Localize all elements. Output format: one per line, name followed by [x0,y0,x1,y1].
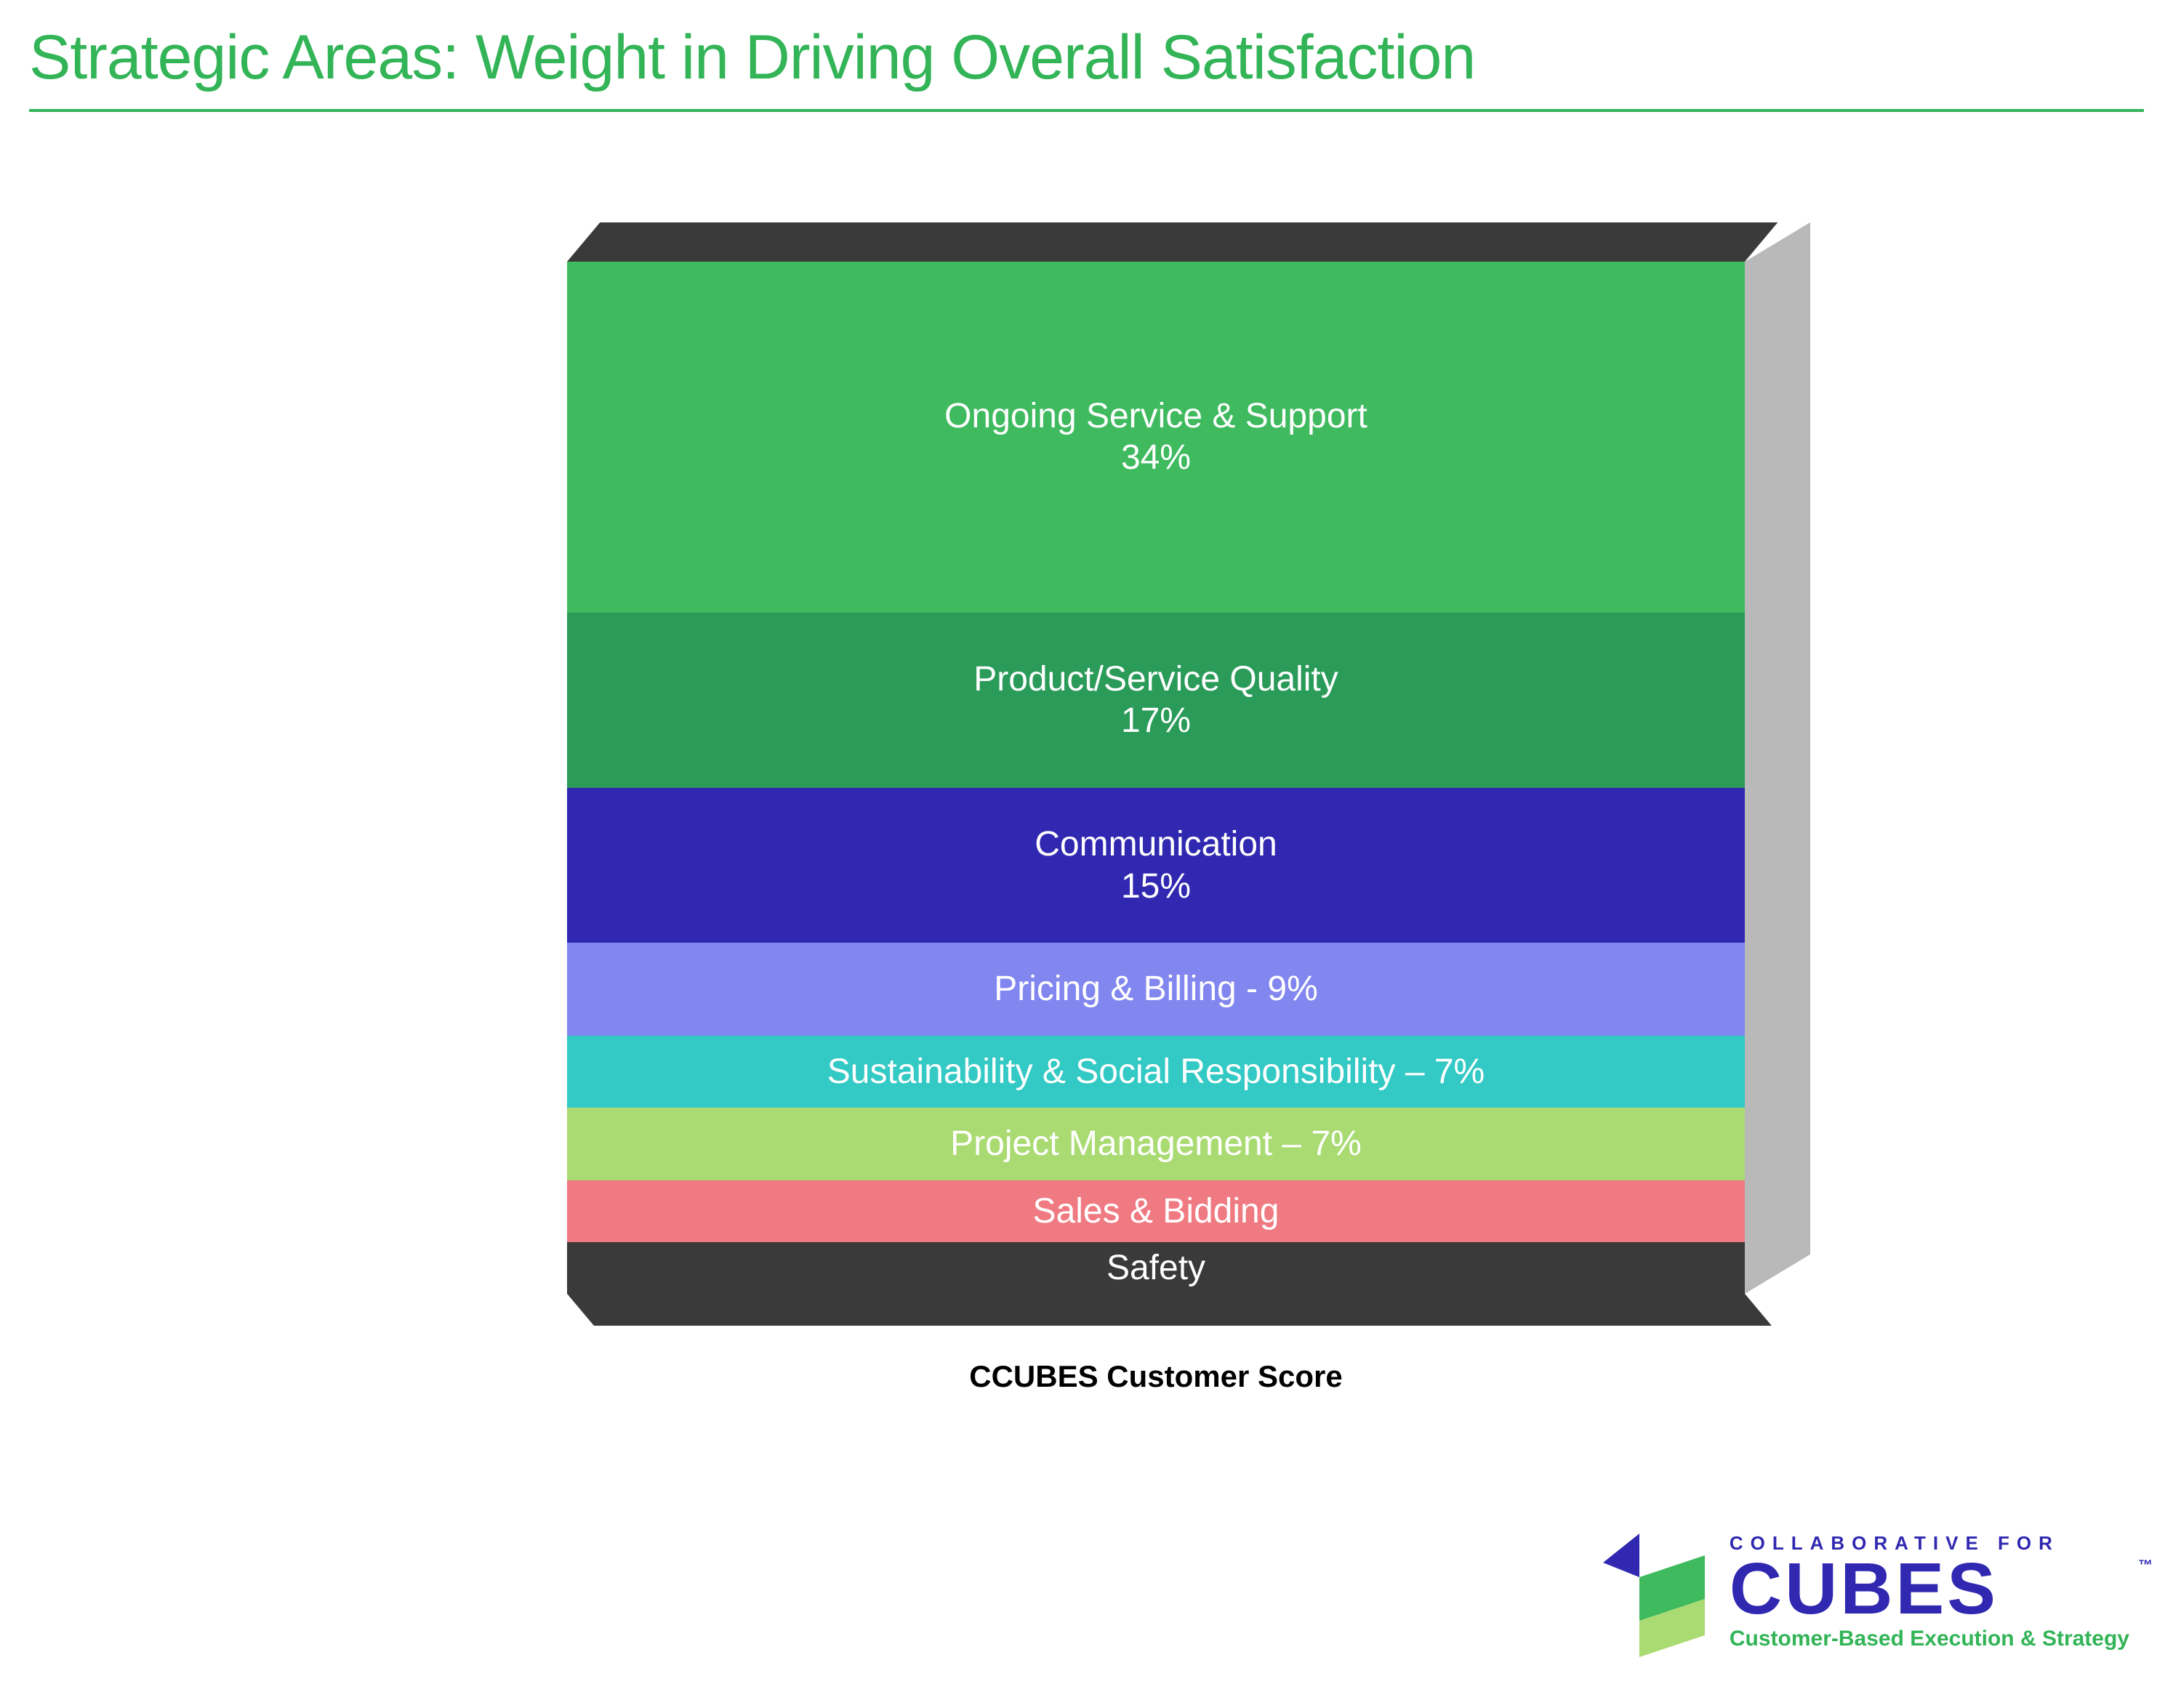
logo-main-text: CUBES ™ [1730,1555,2129,1624]
cubes-logo-text: COLLABORATIVE FOR CUBES ™ Customer-Based… [1730,1532,2129,1651]
segment-1: Product/Service Quality17% [567,613,1745,788]
cube-top-face [567,222,1778,262]
segment-label: Safety [1106,1247,1205,1289]
cube-icon [1596,1526,1712,1657]
logo-sub-text: Customer-Based Execution & Strategy [1730,1627,2129,1651]
segment-4: Sustainability & Social Responsibility –… [567,1036,1745,1108]
segment-3: Pricing & Billing - 9% [567,943,1745,1036]
cube-bottom-face [567,1294,1772,1326]
segment-label: Sales & Bidding [1033,1191,1280,1233]
segment-6: Sales & Bidding [567,1180,1745,1242]
segment-value: 15% [1121,866,1191,908]
segment-label: Project Management – 7% [950,1123,1362,1165]
stacked-cube-chart: Ongoing Service & Support34%Product/Serv… [567,262,1745,1294]
logo-tm: ™ [2138,1559,2156,1573]
x-axis-label: CCUBES Customer Score [567,1359,1745,1394]
segment-5: Project Management – 7% [567,1108,1745,1180]
segment-2: Communication15% [567,788,1745,943]
segment-label: Ongoing Service & Support [944,395,1367,438]
segment-label: Sustainability & Social Responsibility –… [827,1051,1485,1093]
title-underline [29,109,2144,112]
page: Strategic Areas: Weight in Driving Overa… [0,0,2173,1708]
segment-7: Safety [567,1242,1745,1294]
logo-main-word: CUBES [1730,1548,1999,1630]
segment-0: Ongoing Service & Support34% [567,262,1745,613]
segment-label: Communication [1035,823,1277,866]
page-title: Strategic Areas: Weight in Driving Overa… [29,22,1475,94]
segment-label: Pricing & Billing - 9% [994,968,1318,1010]
segment-value: 34% [1121,437,1191,479]
segment-value: 17% [1121,700,1191,742]
segment-stack: Ongoing Service & Support34%Product/Serv… [567,262,1745,1294]
cube-side-face [1745,222,1810,1294]
cubes-logo: COLLABORATIVE FOR CUBES ™ Customer-Based… [1596,1526,2129,1657]
segment-label: Product/Service Quality [973,658,1338,701]
cubes-logo-mark [1596,1526,1712,1657]
